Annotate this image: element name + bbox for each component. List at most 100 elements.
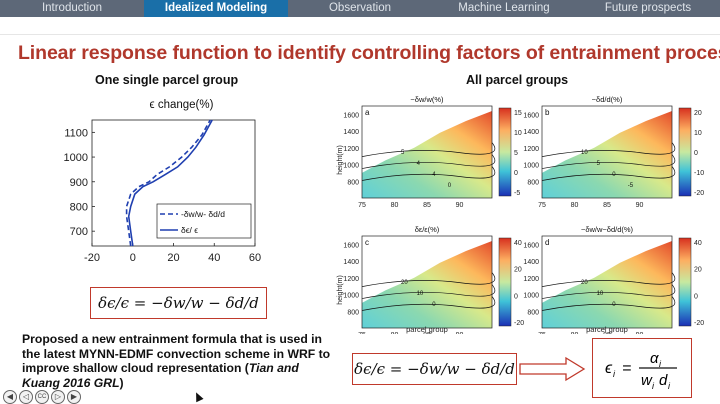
x-tick-label: 80 [571, 332, 579, 334]
tab-introduction[interactable]: Introduction [41, 2, 103, 14]
ratio-num: α [650, 350, 659, 367]
contour-label: 0 [612, 172, 616, 178]
x-tick-label: 60 [249, 252, 261, 264]
y-tick-label: 800 [347, 179, 359, 186]
colorbar [678, 107, 692, 197]
panel-letter: a [365, 108, 370, 117]
panel-letter: c [365, 238, 369, 247]
contour-line [361, 142, 496, 157]
contour-label: 5 [401, 150, 405, 156]
epsilon-change-chart: ϵ change(%) -20 0 20 40 60 700 800 900 1000 1100 -δ… [64, 99, 262, 264]
x-tick-label: 90 [456, 332, 464, 334]
x-tick-label: 75 [358, 202, 366, 209]
y-tick-label: 1000 [523, 293, 539, 300]
colorbar-tick-label: 0 [694, 150, 698, 157]
colorbar [498, 237, 512, 327]
y-tick-label: 1400 [523, 259, 539, 266]
contour-line [541, 166, 676, 181]
colorbar-tick-label: -10 [694, 170, 704, 177]
heatmap-panel-a: −δw/w(%) 5 4 4 0 a 75 80 85 90 800 1000 1200 1400 1600… [343, 95, 521, 209]
y-tick-label: 1600 [343, 242, 359, 249]
x-tick-label: 40 [208, 252, 220, 264]
tab-machine-learning[interactable]: Machine Learning [458, 2, 550, 14]
contour-line [541, 284, 676, 299]
next-icon[interactable]: ▷ [51, 390, 65, 404]
contour-line [541, 154, 676, 169]
chart-title: ϵ change(%) [150, 99, 214, 111]
contour-line [361, 166, 496, 181]
series-line [125, 119, 211, 247]
panel-frame [541, 105, 673, 199]
colorbar-tick-label: 10 [694, 130, 702, 137]
x-tick-label: 0 [130, 252, 136, 264]
y-tick-label: 1200 [523, 146, 539, 153]
colorbar-tick-label: -5 [514, 190, 520, 197]
legend-label: δϵ/ ϵ [181, 225, 198, 235]
equation-box-left: δϵ/ϵ = −δw/w − δd/d [90, 287, 267, 319]
y-tick-label: 1600 [523, 112, 539, 119]
forward-icon[interactable]: ▶ [67, 390, 81, 404]
ratio-den-w: w [641, 372, 653, 389]
panel-title: −δw/w(%) [410, 95, 444, 104]
ratio-den-d-sub: i [668, 381, 671, 391]
colorbar-tick-label: 20 [694, 110, 702, 117]
tab-observation[interactable]: Observation [328, 2, 391, 14]
y-tick-label: 1000 [343, 293, 359, 300]
tab-future-prospects[interactable]: Future prospects [604, 2, 692, 14]
contour-label: 20 [581, 280, 588, 286]
y-tick-label: 1200 [523, 276, 539, 283]
y-axis-label: height(m) [337, 145, 344, 175]
x-tick-label: 90 [636, 202, 644, 209]
ratio-den-w-sub: i [652, 381, 655, 391]
legend-label: -δw/w- δd/d [181, 209, 225, 219]
contour-line [361, 154, 496, 169]
panel-letter: b [545, 108, 550, 117]
colorbar-tick-label: 40 [514, 240, 522, 247]
panel-frame [541, 235, 673, 329]
x-tick-label: 80 [571, 202, 579, 209]
contour-line [541, 142, 676, 157]
panel-letter: d [545, 238, 549, 247]
contour-label: 5 [597, 161, 601, 167]
y-tick-label: 800 [347, 309, 359, 316]
y-tick-label: 700 [70, 226, 88, 238]
x-tick-label: -20 [84, 252, 100, 264]
y-tick-label: 1400 [523, 129, 539, 136]
header-divider [0, 34, 720, 35]
colorbar-tick-label: 5 [514, 150, 518, 157]
ratio-lhs-sub: i [613, 369, 616, 379]
x-tick-label: 90 [456, 202, 464, 209]
x-tick-label: 75 [538, 332, 546, 334]
contour-label: 10 [417, 291, 424, 297]
arrow-icon [519, 356, 586, 382]
colorbar-tick-label: 40 [694, 240, 702, 247]
x-tick-label: 85 [603, 332, 611, 334]
x-tick-label: 90 [636, 332, 644, 334]
ratio-equals-sign: = [622, 360, 631, 377]
contour-label: 0 [448, 183, 452, 189]
summary-citation: Tian and Kuang 2016 GRL [22, 361, 299, 390]
contour-label: 0 [432, 302, 436, 308]
back-icon[interactable]: ◀ [3, 390, 17, 404]
summary-plain: Proposed a new entrainment formula that … [22, 332, 331, 375]
contour-line [361, 296, 496, 311]
x-tick-label: 85 [423, 202, 431, 209]
y-tick-label: 800 [527, 179, 539, 186]
colorbar [498, 107, 512, 197]
x-tick-label: 20 [167, 252, 179, 264]
heatmap-panel-c: δε/ε(%) 20 10 0 c 75 80 85 90 800 1000 1200 1400 1600… [343, 225, 524, 334]
captions-icon[interactable]: CC [35, 390, 49, 404]
y-tick-label: 1100 [64, 127, 88, 139]
contour-label: 10 [597, 291, 604, 297]
ratio-num-sub: i [659, 359, 662, 369]
y-tick-label: 1200 [343, 146, 359, 153]
prev-icon[interactable]: ◁ [19, 390, 33, 404]
ratio-den-d: d [659, 372, 668, 389]
ratio-equation: ϵ i = α i w i d i [605, 350, 677, 391]
legend-box [156, 203, 252, 239]
x-axis-label: parcel group [406, 325, 448, 334]
series-line [127, 119, 213, 247]
tab-idealized-modeling[interactable]: Idealized Modeling [144, 0, 288, 17]
ratio-equation-box: ϵ i = α i w i d i [592, 338, 692, 398]
contour-line [541, 296, 676, 311]
